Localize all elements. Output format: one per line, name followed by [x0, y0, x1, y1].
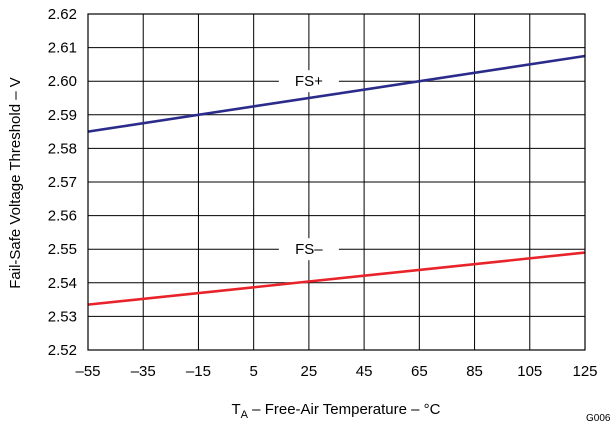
x-axis-title-subscript: A	[241, 409, 249, 421]
y-tick-label: 2.58	[48, 140, 77, 157]
y-tick-label: 2.52	[48, 342, 77, 359]
series-group	[87, 54, 586, 306]
series-line	[87, 54, 586, 133]
grid	[87, 13, 586, 351]
x-tick-label: 65	[411, 363, 428, 380]
x-tick-label: –15	[186, 363, 211, 380]
y-tick-labels: 2.52 2.53 2.54 2.55 2.56 2.57 2.58 2.59 2.60 2.61…	[48, 6, 77, 359]
series-label: FS–	[295, 241, 323, 258]
y-tick-label: 2.56	[48, 208, 77, 225]
y-tick-label: 2.57	[48, 174, 77, 191]
figure-id: G006	[586, 413, 611, 423]
y-tick-label: 2.59	[48, 107, 77, 124]
y-axis-title: Fail-Safe Voltage Threshold – V	[7, 77, 24, 289]
x-tick-labels: –55 –35 –15 5 25 45 65 85 105 125	[75, 363, 597, 380]
x-axis-title-rest: – Free-Air Temperature – °C	[248, 401, 441, 418]
y-tick-label: 2.61	[48, 40, 77, 57]
x-tick-label: 5	[249, 363, 257, 380]
y-tick-label: 2.55	[48, 241, 77, 258]
series-label-background	[278, 238, 339, 261]
series-label: FS+	[295, 73, 323, 90]
x-tick-label: 125	[572, 363, 597, 380]
y-tick-label: 2.53	[48, 308, 77, 325]
series-label-background	[278, 70, 339, 93]
x-tick-label: –35	[131, 363, 156, 380]
x-axis-title-symbol: T	[232, 401, 241, 418]
y-tick-label: 2.60	[48, 73, 77, 90]
x-axis-title: TA – Free-Air Temperature – °C	[232, 401, 441, 421]
plot-frame	[87, 13, 586, 351]
series-line	[87, 251, 586, 306]
x-tick-label: –55	[75, 363, 100, 380]
y-tick-label: 2.54	[48, 275, 77, 292]
x-tick-label: 85	[466, 363, 483, 380]
x-tick-label: 25	[301, 363, 318, 380]
series-labels: FS+ FS–	[278, 70, 339, 261]
x-tick-label: 105	[517, 363, 542, 380]
x-tick-label: 45	[356, 363, 373, 380]
y-tick-label: 2.62	[48, 6, 77, 23]
